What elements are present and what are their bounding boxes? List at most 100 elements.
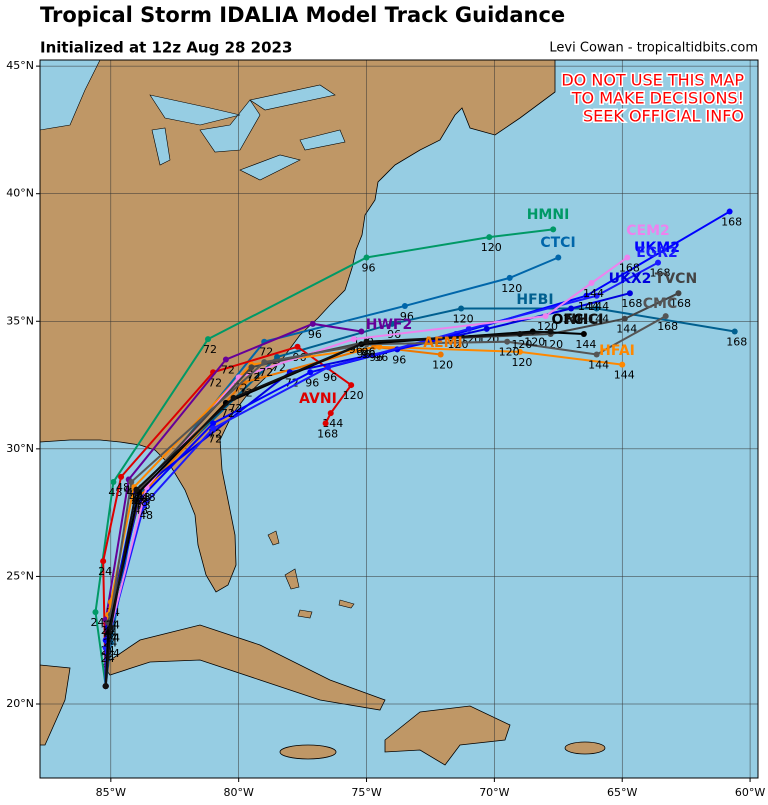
track-point (230, 394, 237, 401)
forecast-hour: 48 (131, 494, 145, 507)
forecast-hour: 120 (511, 338, 532, 351)
track-line (104, 315, 667, 687)
model-name: OFCI (552, 312, 589, 328)
track-point (222, 356, 229, 363)
track-point (110, 479, 117, 486)
track-point (376, 343, 383, 350)
cuba (102, 624, 386, 711)
lon-tick-label: 75°W (351, 786, 381, 799)
track-point (504, 338, 511, 345)
track-point (107, 624, 114, 631)
track-point (588, 280, 595, 287)
track-point (580, 331, 587, 338)
track-point (619, 361, 626, 368)
forecast-hour: 168 (619, 261, 640, 274)
track-point (261, 359, 268, 366)
track-point (593, 305, 600, 312)
lon-tick-label: 80°W (223, 786, 253, 799)
model-name: CEM2 (626, 223, 670, 239)
frame (39, 59, 759, 779)
forecast-hour: 96 (362, 348, 376, 361)
warning: DO NOT USE THIS MAP (561, 71, 744, 90)
forecast-hour: 96 (308, 328, 322, 341)
forecast-hour: 120 (524, 335, 545, 348)
title: Tropical Storm IDALIA Model Track Guidan… (40, 3, 565, 27)
model-name: UKM2 (634, 240, 680, 256)
lat-tick-label: 45°N (6, 59, 34, 72)
track-point (248, 364, 255, 371)
track-point (542, 313, 549, 320)
track-point (348, 382, 355, 389)
forecast-hour: 120 (343, 389, 364, 402)
forecast-hour: 144 (583, 287, 604, 300)
forecast-hour: 144 (588, 300, 609, 313)
forecast-hour: 120 (501, 282, 522, 295)
model-name: NHCI (565, 312, 604, 328)
forecast-hour: 168 (657, 320, 678, 333)
track-point (350, 336, 357, 343)
track-point (118, 473, 125, 480)
lat-tick-label: 25°N (6, 569, 34, 582)
track-point (322, 420, 329, 427)
track-point (506, 274, 513, 281)
forecast-hour: 120 (453, 313, 474, 326)
track-point (593, 351, 600, 358)
track-point (726, 208, 733, 215)
track-point (363, 338, 370, 345)
forecast-hour: 120 (432, 358, 453, 371)
lon-tick-label: 70°W (479, 786, 509, 799)
model-name: AVNI (299, 391, 337, 407)
subtitle: Initialized at 12z Aug 28 2023 (40, 39, 292, 57)
lon-tick-label: 65°W (607, 786, 637, 799)
forecast-hour: 96 (305, 376, 319, 389)
track-point (210, 420, 217, 427)
forecast-hour: 72 (229, 402, 243, 415)
track-point (626, 290, 633, 297)
track-point (675, 290, 682, 297)
forecast-hour: 144 (322, 417, 343, 430)
track-point (274, 353, 281, 360)
track-point (655, 259, 662, 266)
jamaica (279, 744, 337, 760)
forecast-hour: 72 (203, 343, 217, 356)
model-name: TVCN (655, 271, 697, 287)
forecast-hour: 144 (563, 313, 584, 326)
lat-tick-label: 35°N (6, 314, 34, 327)
forecast-hour: 144 (614, 369, 635, 382)
track-point (307, 369, 314, 376)
track-point (128, 479, 135, 486)
lat-tick-label: 20°N (6, 697, 34, 710)
track-point (547, 328, 554, 335)
track-point (389, 320, 396, 327)
lakes (40, 60, 346, 181)
track-point (210, 425, 217, 432)
forecast-hour: 168 (670, 297, 691, 310)
forecast-hour: 120 (511, 356, 532, 369)
track-point (102, 683, 109, 690)
track-point (363, 254, 370, 261)
track-point (92, 609, 99, 616)
track-point (294, 343, 301, 350)
track-point (483, 325, 490, 332)
track-point (204, 336, 211, 343)
track-line (102, 345, 353, 687)
track-point (401, 302, 408, 309)
track-point (731, 328, 738, 335)
track-point (662, 313, 669, 320)
lon-tick-label: 60°W (735, 786, 765, 799)
track-point (100, 558, 107, 565)
forecast-hour: 144 (575, 338, 596, 351)
warning: SEEK OFFICIAL INFO (583, 107, 744, 126)
forecast-hour: 72 (259, 366, 273, 379)
track-point (516, 348, 523, 355)
track-point (325, 364, 332, 371)
forecast-hour: 168 (621, 297, 642, 310)
graticule (40, 60, 758, 778)
forecast-hour: 96 (362, 346, 376, 359)
credit: Levi Cowan - tropicaltidbits.com (549, 41, 758, 56)
model-name: HMNI (527, 207, 570, 223)
forecast-hour: 96 (356, 348, 370, 361)
forecast-hour: 96 (362, 261, 376, 274)
